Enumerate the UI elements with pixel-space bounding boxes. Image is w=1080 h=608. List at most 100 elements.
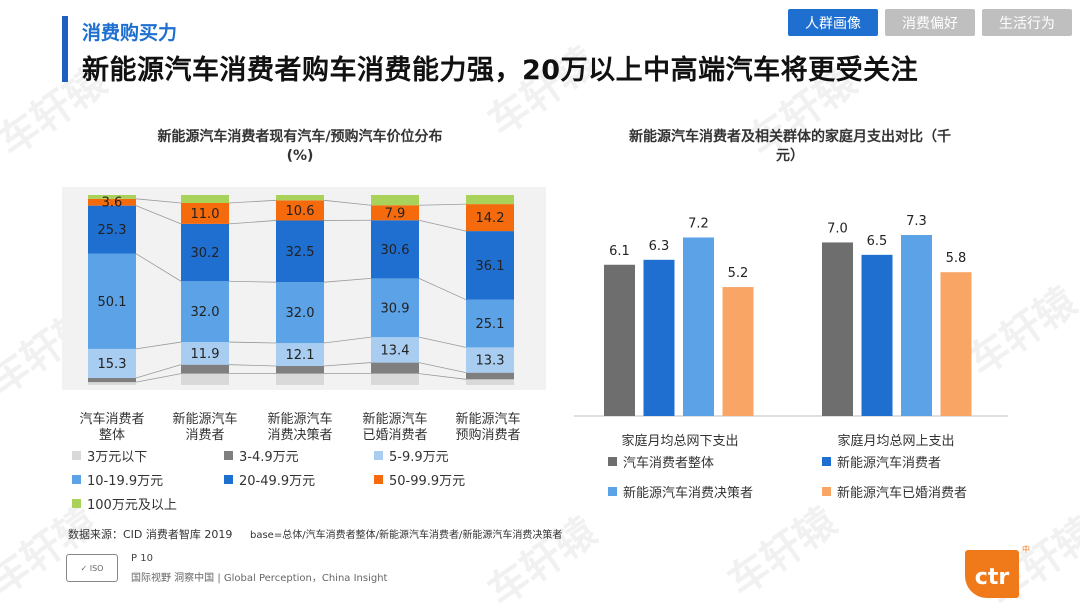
data-label: 12.1 <box>286 348 315 363</box>
series-connector-line <box>135 364 182 379</box>
title-accent-bar <box>62 16 68 82</box>
stacked-bar-segment <box>466 231 514 300</box>
left-chart-legend: 3万元以下 3-4.9万元 5-9.9万元 10-19.9万元 20-49.9万… <box>72 446 542 513</box>
grouped-bar <box>861 254 893 416</box>
stacked-bar-segment <box>181 223 229 282</box>
series-connector-line <box>135 198 182 204</box>
data-label: 32.0 <box>286 306 315 321</box>
right-chart-title: 新能源汽车消费者及相关群体的家庭月支出对比（千 元） <box>590 128 990 166</box>
series-connector-line <box>228 199 277 204</box>
legend-swatch <box>608 487 617 496</box>
stacked-bar-segment <box>466 347 514 373</box>
series-connector-line <box>135 253 182 282</box>
stacked-bar-segment <box>466 195 514 205</box>
logo-mark: 中 <box>1022 545 1030 554</box>
data-label: 6.5 <box>867 234 888 249</box>
data-label: 5.2 <box>728 266 749 281</box>
data-label: 6.1 <box>609 244 630 259</box>
data-label: 25.3 <box>98 223 127 238</box>
ctr-logo: ctr <box>965 550 1019 598</box>
data-label: 11.0 <box>191 207 220 222</box>
grouped-bar <box>901 235 932 416</box>
legend-item: 新能源汽车消费者 <box>822 452 1008 471</box>
stacked-bar-segment <box>88 348 136 378</box>
legend-swatch <box>608 457 617 466</box>
series-connector-line <box>418 219 467 232</box>
footer-tagline: 国际视野 洞察中国 | Global Perception，China Insi… <box>131 573 388 584</box>
legend-swatch <box>72 475 81 484</box>
series-connector-line <box>228 341 277 344</box>
data-label: 13.4 <box>381 343 410 358</box>
right-chart-legend: 汽车消费者整体 新能源汽车消费者 新能源汽车消费决策者 新能源汽车已婚消费者 <box>608 452 1008 501</box>
category-label: 新能源汽车 已婚消费者 <box>362 412 428 443</box>
certification-badge-icon: ✓ ISO <box>66 554 118 582</box>
stacked-bar-segment <box>181 202 229 224</box>
data-source: 数据来源：CID 消费者智库 2019 <box>68 528 233 541</box>
right-chart-title-line1: 新能源汽车消费者及相关群体的家庭月支出对比（千 <box>629 129 951 145</box>
legend-item: 50-99.9万元 <box>374 470 534 489</box>
stacked-bar-segment <box>276 343 324 366</box>
series-connector-line <box>135 373 182 383</box>
tab-lifestyle[interactable]: 生活行为 <box>982 9 1072 36</box>
stacked-bar-segment <box>88 195 136 199</box>
grouped-bar <box>643 259 675 416</box>
stacked-bar-segment <box>276 373 324 385</box>
stacked-bar-segment <box>371 195 419 206</box>
legend-swatch <box>72 451 81 460</box>
stacked-bar-segment <box>181 281 229 343</box>
left-chart-unit: (%) <box>286 148 314 164</box>
data-label: 10.6 <box>286 204 315 219</box>
tab-bar: 人群画像 消费偏好 生活行为 <box>788 9 1072 36</box>
category-label: 新能源汽车 消费者 <box>172 412 238 443</box>
stacked-bar-segment <box>181 364 229 374</box>
stacked-bar-segment <box>181 373 229 385</box>
grouped-bar <box>722 287 754 416</box>
legend-swatch <box>72 499 81 508</box>
category-label: 汽车消费者 整体 <box>79 412 145 443</box>
stacked-bar-segment <box>276 200 324 221</box>
stacked-bar-segment <box>466 299 514 348</box>
series-connector-line <box>228 364 277 367</box>
tab-audience-profile[interactable]: 人群画像 <box>788 9 878 36</box>
stacked-bar-segment <box>371 205 419 221</box>
page-number: P 10 <box>131 553 153 564</box>
data-label: 32.5 <box>286 245 315 260</box>
data-label: 14.2 <box>476 211 505 226</box>
data-label: 30.2 <box>191 246 220 261</box>
series-connector-line <box>323 199 372 206</box>
series-connector-line <box>323 278 372 283</box>
legend-item: 新能源汽车消费决策者 <box>608 482 822 501</box>
group-label: 家庭月均总网下支出 <box>621 434 739 449</box>
stacked-bar-segment <box>371 278 419 338</box>
stacked-bar-segment <box>371 337 419 363</box>
grouped-bar <box>822 242 853 416</box>
stacked-bar-segment <box>371 220 419 279</box>
legend-item: 3万元以下 <box>72 446 224 465</box>
left-chart-title: 新能源汽车消费者现有汽车/预购汽车价位分布 (%) <box>100 128 500 166</box>
stacked-bar-segment <box>276 282 324 344</box>
data-label: 13.3 <box>476 354 505 369</box>
stacked-bar-segment <box>88 198 136 206</box>
series-connector-line <box>418 278 467 301</box>
series-connector-line <box>135 341 182 350</box>
stacked-bar-segment <box>88 253 136 349</box>
data-label: 25.1 <box>476 317 505 332</box>
legend-swatch <box>822 487 831 496</box>
data-label: 7.3 <box>906 214 927 229</box>
stacked-bar-segment <box>371 373 419 385</box>
data-label: 15.3 <box>98 357 127 372</box>
series-connector-line <box>418 203 467 206</box>
stacked-bar-segment <box>88 377 136 383</box>
stacked-bar-segment <box>466 372 514 380</box>
data-label: 11.9 <box>191 347 220 362</box>
stacked-bar-segment <box>466 204 514 232</box>
data-label: 6.3 <box>649 239 670 254</box>
section-title: 消费购买力 <box>82 22 178 44</box>
legend-item: 100万元及以上 <box>72 494 224 513</box>
data-label: 7.2 <box>688 216 709 231</box>
series-connector-line <box>418 362 467 374</box>
tab-consumption-preference[interactable]: 消费偏好 <box>885 9 975 36</box>
series-connector-line <box>418 373 467 380</box>
data-label: 36.1 <box>476 259 505 274</box>
legend-swatch <box>822 457 831 466</box>
